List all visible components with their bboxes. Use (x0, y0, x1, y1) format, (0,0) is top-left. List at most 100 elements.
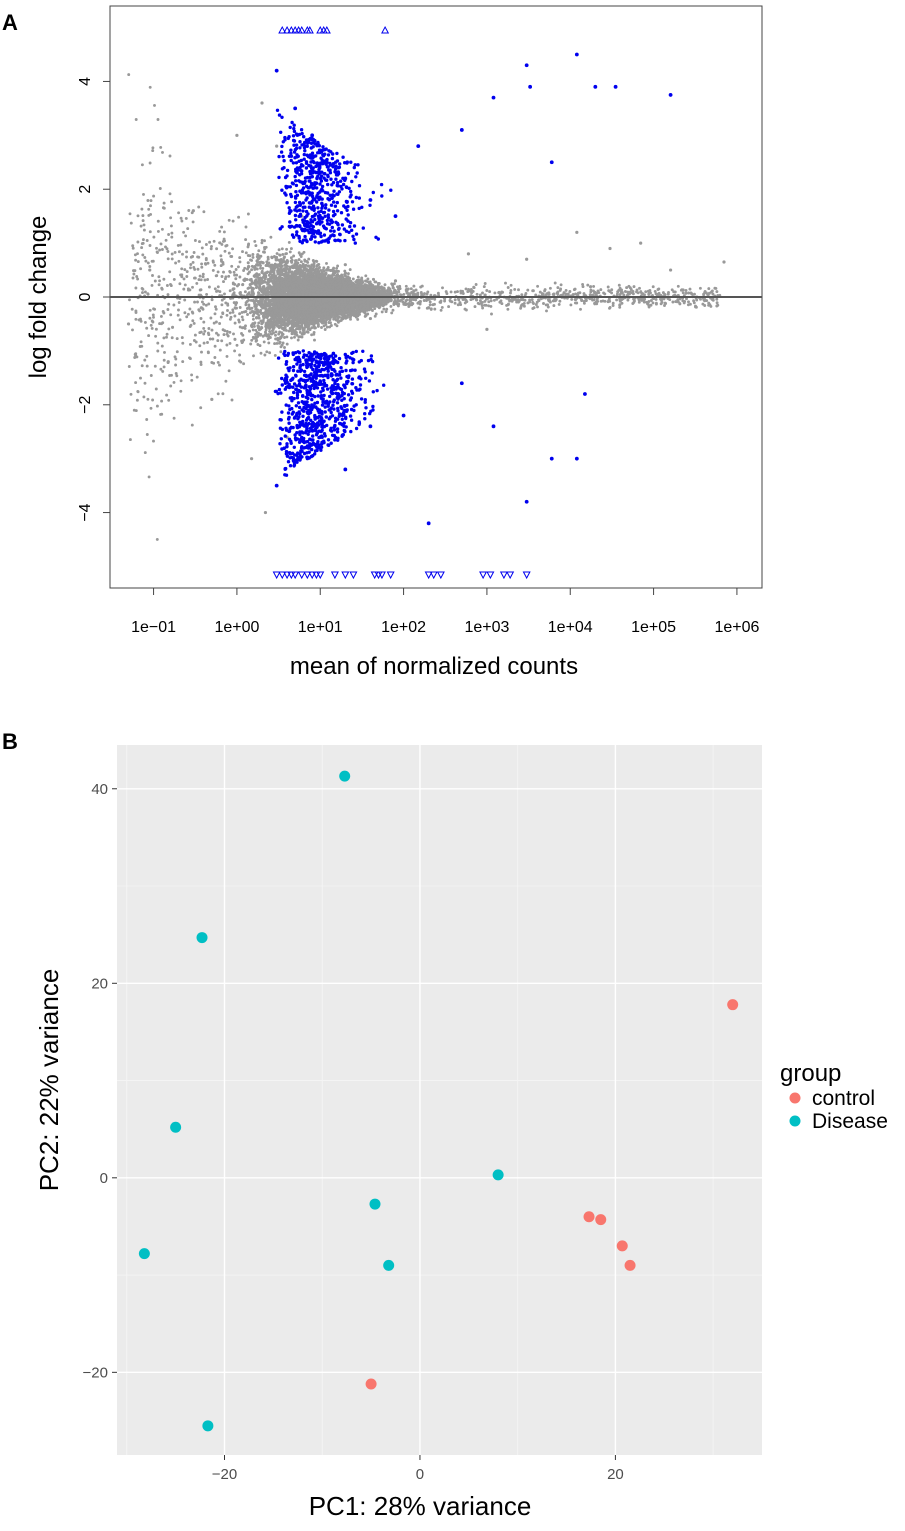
ma-point-not-significant (228, 317, 232, 321)
ma-point-not-significant (218, 322, 222, 325)
ma-point-not-significant (139, 376, 142, 380)
ma-point-not-significant (325, 261, 328, 265)
ma-point-not-significant (233, 273, 237, 277)
ma-point-not-significant (204, 243, 208, 246)
ma-point-not-significant (231, 308, 235, 312)
ma-point-not-significant (216, 392, 220, 396)
ma-point-not-significant (179, 389, 183, 393)
ma-point-not-significant (140, 163, 144, 167)
ma-point-not-significant (227, 274, 231, 278)
ma-point-not-significant (165, 247, 169, 251)
ma-point-not-significant (173, 250, 177, 254)
ma-point-not-significant (543, 288, 547, 292)
ma-point-not-significant (194, 340, 198, 344)
ma-point-not-significant (156, 251, 159, 254)
ma-point-not-significant (478, 293, 482, 297)
ma-point-not-significant (141, 291, 144, 295)
ma-point-not-significant (188, 325, 192, 328)
ma-point-not-significant (222, 333, 226, 337)
ma-point-not-significant (180, 336, 184, 340)
ma-point-not-significant (162, 336, 166, 340)
ma-point-not-significant (148, 230, 152, 234)
ma-point-not-significant (193, 300, 197, 304)
ma-point-not-significant (159, 145, 163, 149)
ma-point-not-significant (149, 204, 152, 208)
ma-point-not-significant (676, 284, 680, 288)
ma-point-not-significant (149, 199, 153, 203)
ma-point-not-significant (183, 298, 187, 302)
ma-point-not-significant (135, 355, 139, 359)
ma-point-not-significant (348, 268, 352, 272)
ma-point-not-significant (606, 285, 610, 289)
ma-point-not-significant (230, 264, 234, 268)
ma-point-not-significant (143, 451, 147, 455)
ma-point-not-significant (556, 290, 560, 294)
ma-point-not-significant (509, 283, 513, 287)
ma-point-not-significant (220, 275, 224, 278)
ma-point-not-significant (244, 324, 247, 328)
ma-point-not-significant (230, 398, 234, 402)
ma-point-not-significant (611, 304, 615, 307)
ma-point-not-significant (257, 321, 261, 325)
ma-point-not-significant (165, 335, 168, 339)
ma-point-not-significant (146, 397, 150, 401)
ma-point-not-significant (246, 267, 249, 271)
ma-point-not-significant (208, 240, 212, 244)
ma-point-not-significant (626, 298, 630, 302)
ma-point-not-significant (139, 267, 143, 271)
ma-point-not-significant (152, 315, 155, 319)
ma-point-not-significant (177, 301, 181, 304)
ma-point-not-significant (167, 233, 171, 236)
ma-point-not-significant (184, 216, 188, 220)
ma-point-not-significant (488, 290, 492, 294)
ma-point-not-significant (314, 259, 318, 263)
ma-point-not-significant (536, 305, 539, 309)
ma-point-not-significant (548, 286, 552, 290)
ma-point-not-significant (546, 303, 550, 307)
ma-point-not-significant (628, 286, 632, 290)
ma-point-not-significant (241, 283, 245, 287)
ma-point-not-significant (227, 369, 231, 373)
ma-point-not-significant (263, 353, 267, 357)
ma-point-not-significant (200, 265, 204, 269)
ma-point-not-significant (475, 292, 479, 296)
ma-point-not-significant (144, 259, 148, 263)
ma-point-not-significant (191, 260, 195, 264)
ma-point-not-significant (397, 288, 401, 292)
ma-point-not-significant (244, 225, 248, 229)
ma-point-not-significant (559, 283, 563, 287)
ma-point-not-significant (417, 306, 421, 310)
ma-point-not-significant (161, 150, 164, 154)
ma-point-not-significant (167, 302, 171, 306)
ma-point-not-significant (715, 297, 719, 301)
ma-point-not-significant (210, 244, 213, 248)
ma-point-not-significant (128, 212, 132, 216)
ma-point-not-significant (228, 270, 232, 274)
ma-point-not-significant (232, 287, 236, 291)
ma-point-not-significant (151, 313, 155, 317)
ma-point-not-significant (242, 362, 246, 366)
ma-point-not-significant (156, 118, 160, 121)
ma-point-not-significant (428, 300, 432, 304)
ma-point-not-significant (428, 303, 432, 307)
ma-point-not-significant (520, 293, 524, 297)
ma-point-not-significant (558, 299, 562, 303)
ma-point-not-significant (168, 270, 172, 274)
ma-point-not-significant (412, 284, 416, 288)
ma-point-not-significant (151, 259, 155, 263)
ma-point-not-significant (199, 317, 203, 320)
ma-point-not-significant (130, 307, 134, 311)
ma-point-not-significant (248, 329, 252, 333)
ma-point-not-significant (132, 272, 136, 276)
ma-point-not-significant (134, 118, 138, 121)
ma-point-not-significant (493, 291, 497, 295)
ma-point-not-significant (202, 320, 206, 324)
ma-point-not-significant (200, 350, 203, 354)
ma-point-not-significant (456, 290, 459, 294)
ma-point-not-significant (212, 361, 216, 365)
ma-point-not-significant (464, 287, 468, 291)
ma-point-not-significant (232, 332, 235, 336)
ma-point-not-significant (213, 263, 217, 267)
ma-point-not-significant (179, 243, 183, 247)
ma-point-not-significant (190, 373, 194, 377)
